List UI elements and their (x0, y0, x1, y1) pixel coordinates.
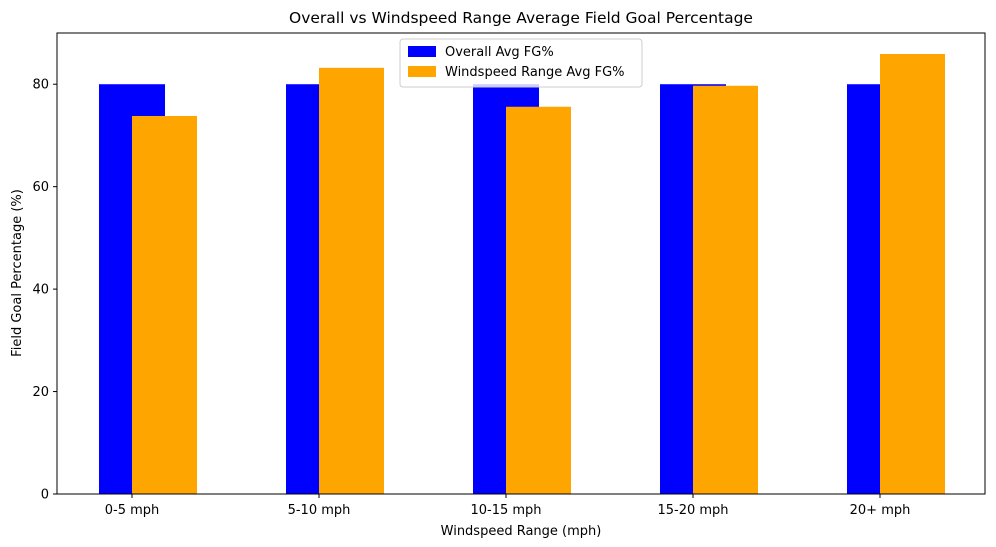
y-axis-label: Field Goal Percentage (%) (10, 189, 25, 357)
x-tick-label: 15-20 mph (657, 503, 728, 518)
y-tick-label: 60 (32, 180, 49, 195)
x-tick-label: 5-10 mph (288, 503, 351, 518)
bar-windspeed-range (132, 115, 197, 494)
y-tick-label: 80 (32, 78, 49, 93)
legend-box (399, 38, 643, 88)
plot-area: 0 20 40 60 80 0-5 mph 5-10 mph 10-15 mph 15-20 m… (32, 32, 986, 518)
y-tick-label: 20 (32, 385, 49, 400)
legend-entry: Windspeed Range Avg FG% (445, 65, 625, 80)
y-tick-label: 40 (32, 283, 49, 298)
x-tick-label: 0-5 mph (105, 503, 160, 518)
bar-windspeed-range (319, 67, 384, 494)
y-tick-label: 0 (41, 488, 49, 503)
x-tick-label: 20+ mph (850, 503, 911, 518)
bar-windspeed-range (506, 106, 571, 494)
x-tick-label: 10-15 mph (470, 503, 541, 518)
x-axis-label: Windspeed Range (mph) (441, 524, 602, 539)
axes-frame (56, 32, 986, 495)
legend-entry: Overall Avg FG% (445, 45, 554, 60)
legend-swatch (408, 66, 436, 77)
bar-windspeed-range (880, 54, 945, 495)
bar-windspeed-range (693, 85, 758, 495)
chart-title: Overall vs Windspeed Range Average Field… (289, 9, 753, 27)
legend-swatch (408, 46, 436, 57)
legend: Overall Avg FG% Windspeed Range Avg FG% (399, 38, 643, 88)
